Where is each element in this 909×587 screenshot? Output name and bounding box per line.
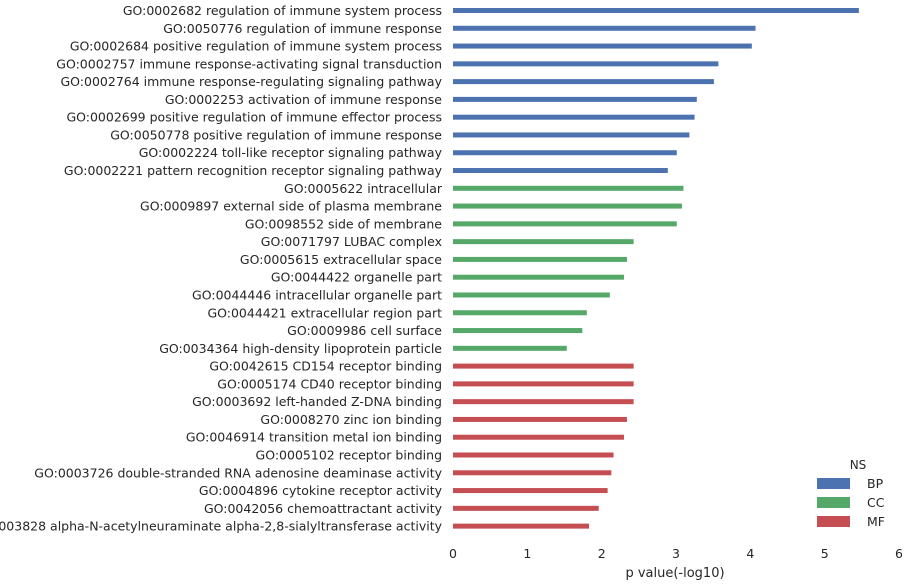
x-tick-label: 2 [598,546,606,561]
bar-cc [453,274,624,280]
bar-bp [453,114,695,120]
category-label: GO:0005615 extracellular space [240,252,442,267]
category-label: GO:0002253 activation of immune response [165,92,442,107]
bar-mf [453,434,624,440]
bar-mf [453,523,590,529]
category-label: GO:0002221 pattern recognition receptor … [64,163,443,178]
bar-bp [453,25,756,31]
x-tick-label: 0 [449,546,457,561]
bar-mf [453,416,627,422]
category-label: GO:0050778 positive regulation of immune… [110,127,442,142]
bar-mf [453,452,614,458]
category-label: GO:0044422 organelle part [271,270,442,285]
category-labels: GO:0002682 regulation of immune system p… [0,3,443,534]
category-label: GO:0009897 external side of plasma membr… [140,199,442,214]
category-label: GO:0002684 positive regulation of immune… [70,39,442,54]
category-label: GO:0005174 CD40 receptor binding [217,376,442,391]
x-axis: 0 1 2 3 4 5 6 [449,546,903,561]
bar-bp [453,96,697,102]
bar-cc [453,345,567,351]
category-label: GO:0004896 cytokine receptor activity [199,483,443,498]
category-label: GO:0002699 positive regulation of immune… [66,110,442,125]
bar-mf [453,470,612,476]
category-label: GO:0044421 extracellular region part [207,305,442,320]
category-label: GO:0042056 chemoattractant activity [204,501,443,516]
bar-cc [453,292,610,298]
category-label: GO:0002682 regulation of immune system p… [123,3,442,18]
legend: NS BP CC MF [817,458,885,529]
bar-cc [453,221,677,227]
bar-mf [453,399,634,405]
legend-label-cc: CC [867,495,885,510]
x-tick-label: 1 [523,546,531,561]
bar-bp [453,61,719,67]
category-label: GO:0044446 intracellular organelle part [192,287,442,302]
x-tick-label: 5 [821,546,829,561]
category-label: GO:0034364 high-density lipoprotein part… [159,341,442,356]
bar-bp [453,43,752,49]
bar-bp [453,8,859,13]
bar-cc [453,203,682,209]
category-label: GO:0005622 intracellular [284,181,443,196]
category-label: GO:0008270 zinc ion binding [260,412,442,427]
bar-bp [453,168,668,174]
category-label: GO:0003692 left-handed Z-DNA binding [192,394,442,409]
bars-layer [453,8,859,529]
legend-swatch-mf [817,516,850,527]
bar-bp [453,150,677,156]
category-label: GO:0098552 side of membrane [245,216,442,231]
bar-bp [453,79,714,85]
category-label: GO:0003828 alpha-N-acetylneuraminate alp… [0,519,443,534]
x-tick-label: 4 [746,546,754,561]
category-label: GO:0071797 LUBAC complex [261,234,442,249]
category-label: GO:0005102 receptor binding [256,448,442,463]
category-label: GO:0042615 CD154 receptor binding [209,359,442,374]
legend-swatch-cc [817,497,850,508]
category-label: GO:0046914 transition metal ion binding [186,430,442,445]
category-label: GO:0050776 regulation of immune response [163,21,442,36]
x-axis-title: p value(-log10) [625,566,724,581]
category-label: GO:0003726 double-stranded RNA adenosine… [34,465,442,480]
bar-mf [453,505,599,511]
x-tick-label: 6 [895,546,903,561]
category-label: GO:0002224 toll-like receptor signaling … [139,145,443,160]
legend-label-mf: MF [867,514,885,529]
category-label: GO:0002764 immune response-regulating si… [60,74,442,89]
x-tick-label: 3 [672,546,680,561]
bar-mf [453,488,608,494]
bar-mf [453,381,634,387]
bar-cc [453,256,627,262]
bar-cc [453,310,587,316]
legend-label-bp: BP [867,476,884,491]
bar-mf [453,363,634,369]
category-label: GO:0002757 immune response-activating si… [56,56,442,71]
bar-cc [453,185,684,191]
bar-cc [453,328,583,334]
legend-swatch-bp [817,478,850,489]
legend-title: NS [850,458,867,472]
category-label: GO:0009986 cell surface [287,323,442,338]
bar-cc [453,239,634,245]
bar-bp [453,132,690,138]
